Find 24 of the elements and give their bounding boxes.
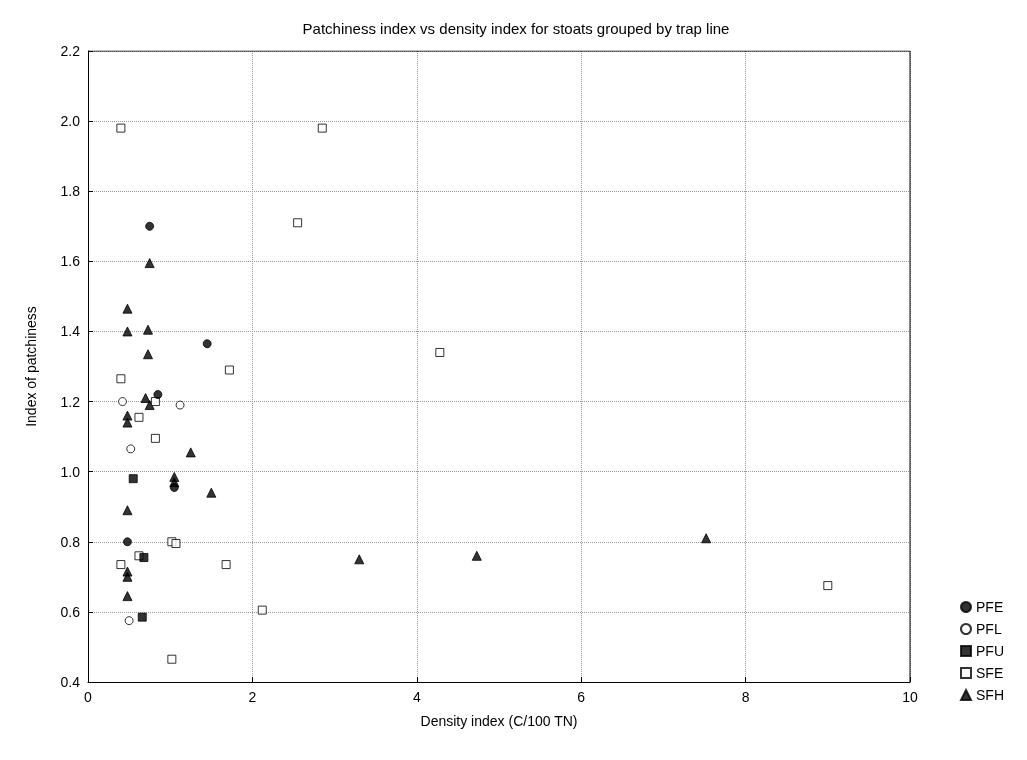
x-axis-title: Density index (C/100 TN) xyxy=(420,713,578,729)
y-axis-title: Index of patchiness xyxy=(23,306,39,427)
x-tick-label: 4 xyxy=(412,689,421,705)
y-tick-label: 2.0 xyxy=(60,113,81,130)
chart-title: Patchiness index vs density index for stoats grouped by trap line xyxy=(302,20,730,37)
legend-label: PFE xyxy=(976,599,1004,615)
y-tick-label: 1.2 xyxy=(60,393,81,410)
x-tick-label: 6 xyxy=(577,689,586,705)
y-tick-label: 2.2 xyxy=(60,43,81,59)
legend-label: PFU xyxy=(976,643,1004,659)
legend-label: SFE xyxy=(976,665,1004,681)
y-tick-label: 1.8 xyxy=(60,183,81,200)
y-tick-label: 1.6 xyxy=(60,253,81,270)
y-tick-label: 0.8 xyxy=(60,533,81,550)
x-tick-label: 2 xyxy=(248,689,257,705)
legend-label: PFL xyxy=(976,621,1002,637)
x-tick-label: 0 xyxy=(84,689,93,705)
x-tick-label: 10 xyxy=(902,689,918,705)
y-tick-label: 1.4 xyxy=(60,323,81,340)
y-tick-label: 0.4 xyxy=(60,674,81,690)
x-tick-label: 8 xyxy=(741,689,750,705)
y-tick-label: 0.6 xyxy=(60,603,81,620)
legend-label: SFH xyxy=(976,687,1004,703)
y-tick-label: 1.0 xyxy=(60,463,81,480)
